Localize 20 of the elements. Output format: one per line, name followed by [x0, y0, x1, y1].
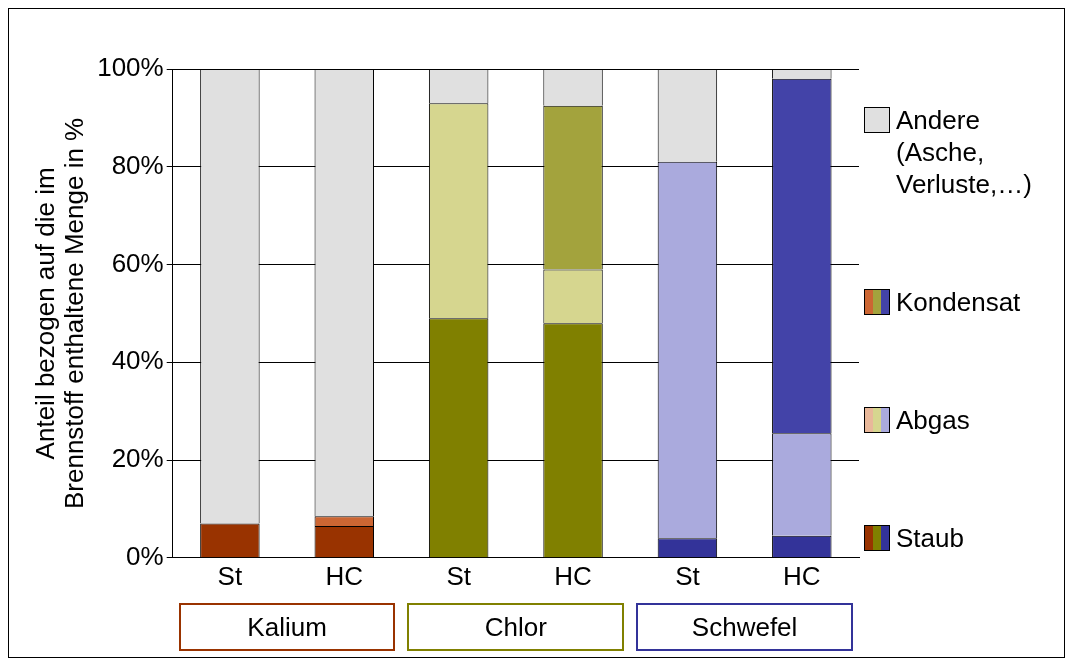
legend-label: Andere (Asche, Verluste,…)	[896, 104, 1033, 200]
y-tick-label: 80%	[111, 149, 164, 180]
x-tick-label: St	[217, 560, 243, 591]
x-tick-label: St	[675, 560, 701, 591]
legend-label: Abgas	[896, 404, 970, 436]
y-tick-label: 60%	[111, 247, 164, 278]
x-tick-label: HC	[783, 560, 821, 591]
legend-label: Staub	[896, 522, 964, 554]
y-tick-label: 40%	[111, 345, 164, 376]
y-tick-label: 100%	[97, 52, 164, 83]
y-tick-label: 20%	[111, 443, 164, 474]
x-tick-label: HC	[554, 560, 592, 591]
text: Chlor	[484, 611, 547, 643]
text: Schwefel	[691, 611, 798, 643]
x-tick-label: HC	[325, 560, 364, 591]
text: Kalium	[247, 611, 327, 643]
y-axis-title: Anteil bezogen auf die im Brennstoff enthaltene Menge in %	[30, 117, 90, 510]
legend-label: Kondensat	[896, 286, 1021, 318]
x-tick-label: St	[446, 560, 472, 591]
y-tick-label: 0%	[126, 540, 164, 571]
